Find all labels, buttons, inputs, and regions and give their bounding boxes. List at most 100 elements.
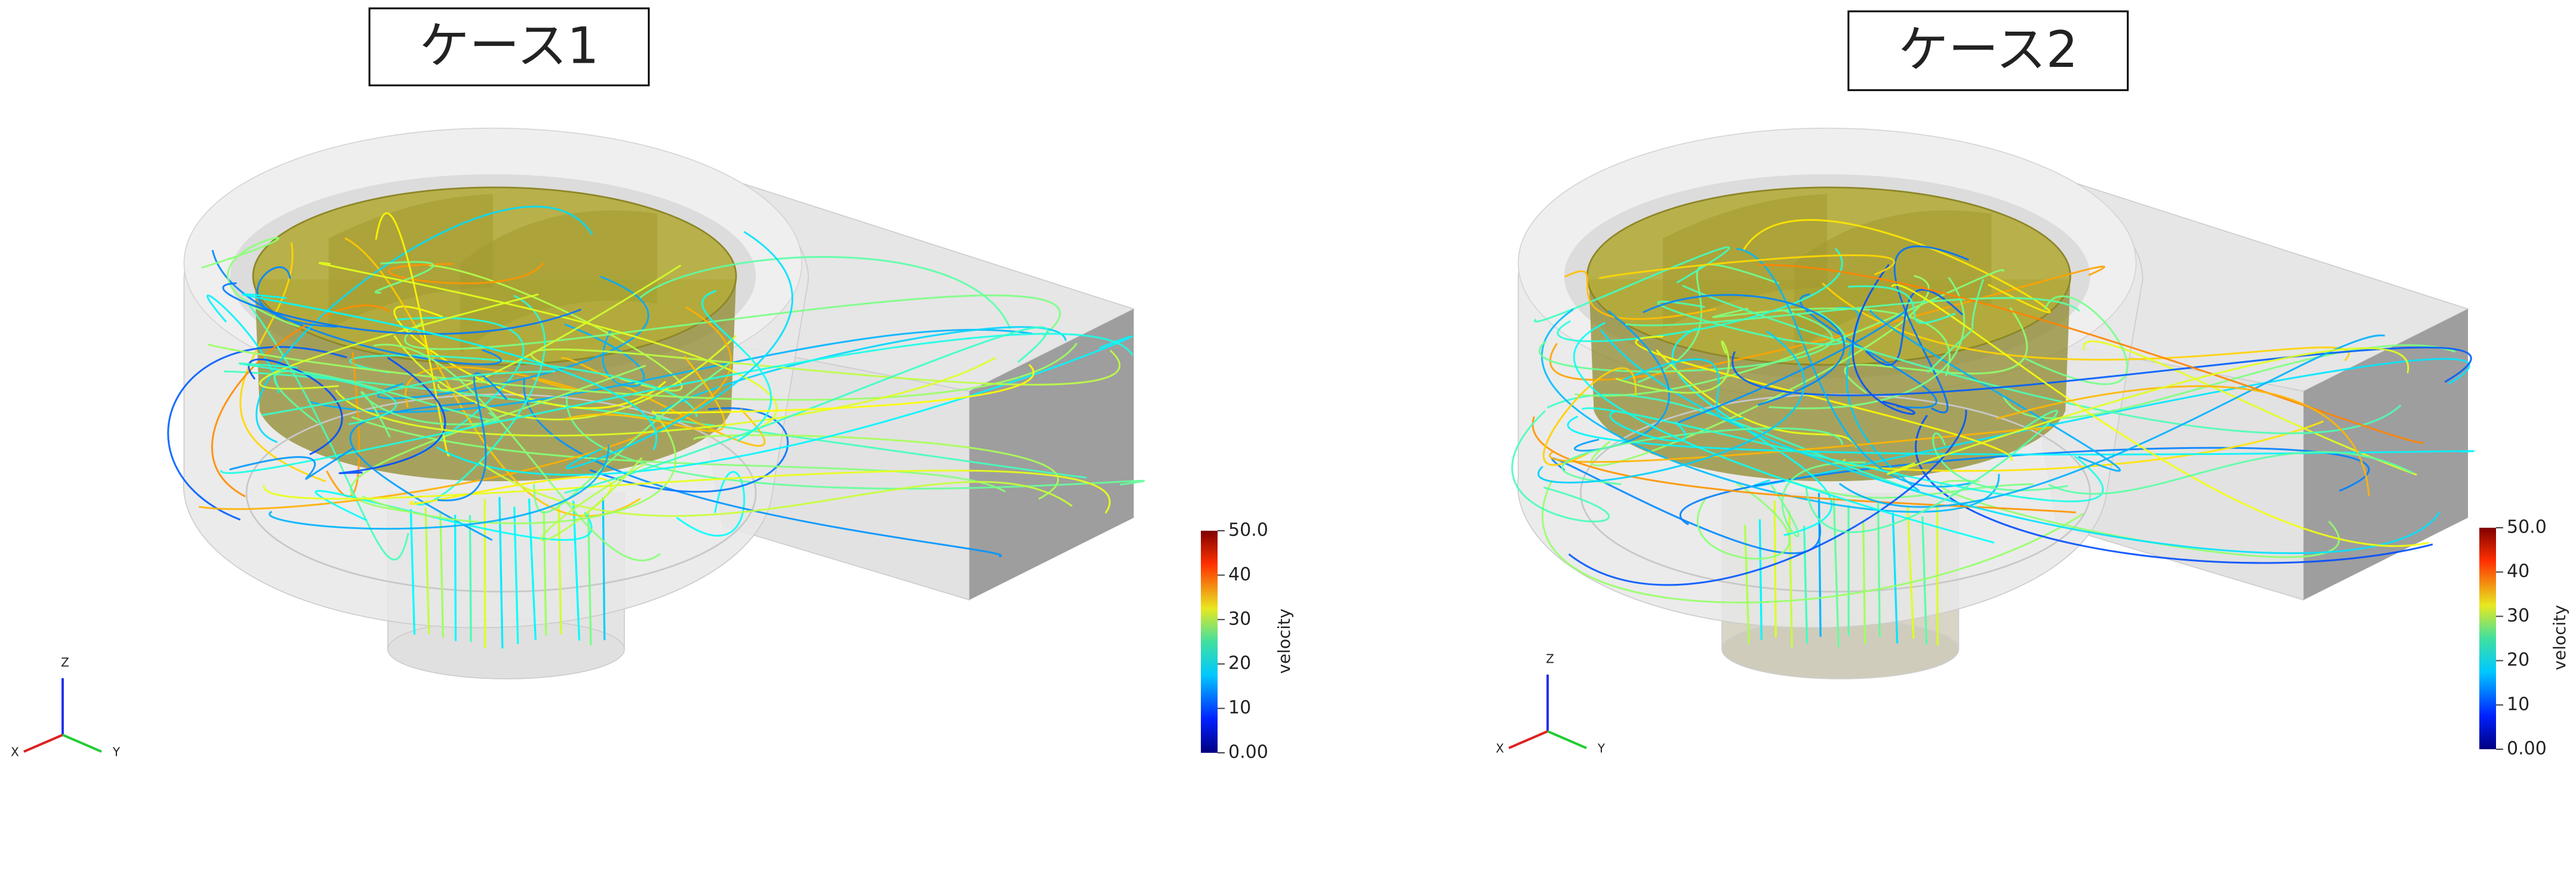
streamline xyxy=(1682,284,2402,435)
streamline xyxy=(1839,334,2385,508)
streamline xyxy=(1906,507,1915,639)
streamline xyxy=(242,293,657,451)
axis-label-z: Z xyxy=(61,656,69,670)
streamline xyxy=(1532,416,2076,513)
outlet-face xyxy=(2303,309,2469,600)
scene-render xyxy=(167,127,1145,679)
streamline xyxy=(259,293,539,390)
streamline xyxy=(2082,340,2417,476)
streamline xyxy=(211,304,390,498)
streamline xyxy=(557,504,562,635)
colorbar-tick-label: 20 xyxy=(2507,650,2529,670)
streamline xyxy=(388,262,544,285)
streamline xyxy=(1642,294,1845,407)
streamline xyxy=(273,370,498,424)
axis-x xyxy=(1508,730,1548,749)
streamline xyxy=(198,306,732,510)
streamline xyxy=(1805,410,2059,533)
streamline xyxy=(454,515,457,641)
streamline xyxy=(360,391,517,438)
streamline xyxy=(1671,327,1833,537)
streamline xyxy=(694,434,1059,500)
streamline xyxy=(222,282,582,335)
panel-title: ケース2 xyxy=(1898,20,2078,79)
colorbar-tick-label: 20 xyxy=(1228,653,1251,674)
streamline xyxy=(1567,416,2475,456)
streamline xyxy=(1893,245,1970,414)
streamline xyxy=(393,335,737,421)
streamline xyxy=(1635,336,2013,462)
streamline xyxy=(1862,521,1866,645)
streamline xyxy=(1511,410,1610,523)
streamline xyxy=(1615,340,1730,394)
colorbar-label: velocity xyxy=(2550,605,2569,670)
streamline xyxy=(393,305,667,410)
streamline xyxy=(1921,516,1928,645)
streamline xyxy=(335,356,997,437)
streamline xyxy=(344,237,641,517)
hub-bottom xyxy=(1721,619,1959,679)
streamline xyxy=(469,515,472,642)
streamline xyxy=(533,362,731,513)
streamline xyxy=(349,402,493,541)
streamline xyxy=(255,205,593,444)
streamline xyxy=(1803,525,1808,644)
streamline xyxy=(429,264,683,392)
streamline xyxy=(269,444,610,530)
streamline xyxy=(1549,266,2105,381)
scene-render xyxy=(1511,127,2475,679)
streamline xyxy=(201,236,300,328)
streamline xyxy=(436,335,1133,476)
streamline xyxy=(351,416,1006,493)
streamline xyxy=(409,509,416,635)
streamline xyxy=(1537,330,1805,484)
streamline xyxy=(1541,480,2084,604)
streamline xyxy=(523,378,1002,558)
streamline xyxy=(564,355,726,432)
streamline xyxy=(1542,367,1637,466)
hub-bottom xyxy=(387,619,625,679)
streamline xyxy=(1657,300,1846,346)
streamline xyxy=(1590,275,1930,467)
streamline xyxy=(1573,322,1995,544)
streamline xyxy=(2001,344,2456,419)
colorbar-label: velocity xyxy=(1274,608,1294,673)
streamline xyxy=(1932,432,2069,491)
streamline xyxy=(409,476,612,516)
streamline xyxy=(1533,246,1730,323)
colorbar-tick-label: 50.0 xyxy=(1228,520,1268,541)
axis-label-x: X xyxy=(1496,741,1504,756)
streamline xyxy=(1891,512,1899,644)
streamline xyxy=(1600,329,2441,555)
streamline xyxy=(565,230,794,469)
streamline xyxy=(1564,270,1717,320)
streamline xyxy=(528,498,537,641)
streamline xyxy=(651,364,1035,414)
streamline xyxy=(1865,288,1964,367)
axis-x xyxy=(23,734,63,753)
streamline xyxy=(1927,279,1985,374)
colorbar-tick-label: 0.00 xyxy=(1228,742,1268,763)
streamline xyxy=(404,294,1061,350)
streamline xyxy=(1835,306,1920,492)
streamline xyxy=(338,356,446,475)
streamline xyxy=(1696,482,1791,560)
colorbar-tick-label: 30 xyxy=(1228,608,1251,629)
streamline xyxy=(1891,284,2429,547)
axis-label-x: X xyxy=(11,745,19,759)
colorbar-tick-label: 40 xyxy=(1228,564,1251,585)
streamline xyxy=(377,275,649,399)
streamline xyxy=(1770,461,1866,537)
streamline xyxy=(530,348,1121,386)
streamline xyxy=(375,212,450,457)
streamline xyxy=(543,510,547,636)
streamline xyxy=(1851,264,1916,415)
streamline xyxy=(1832,496,1840,647)
axis-label-y: Y xyxy=(1597,741,1606,756)
colorbar-tick-label: 0.00 xyxy=(2507,738,2547,759)
streamline xyxy=(572,500,581,641)
streamline xyxy=(256,266,338,328)
streamline xyxy=(439,512,444,638)
colorbar-tick-label: 10 xyxy=(2507,694,2529,715)
streamline xyxy=(513,506,519,644)
